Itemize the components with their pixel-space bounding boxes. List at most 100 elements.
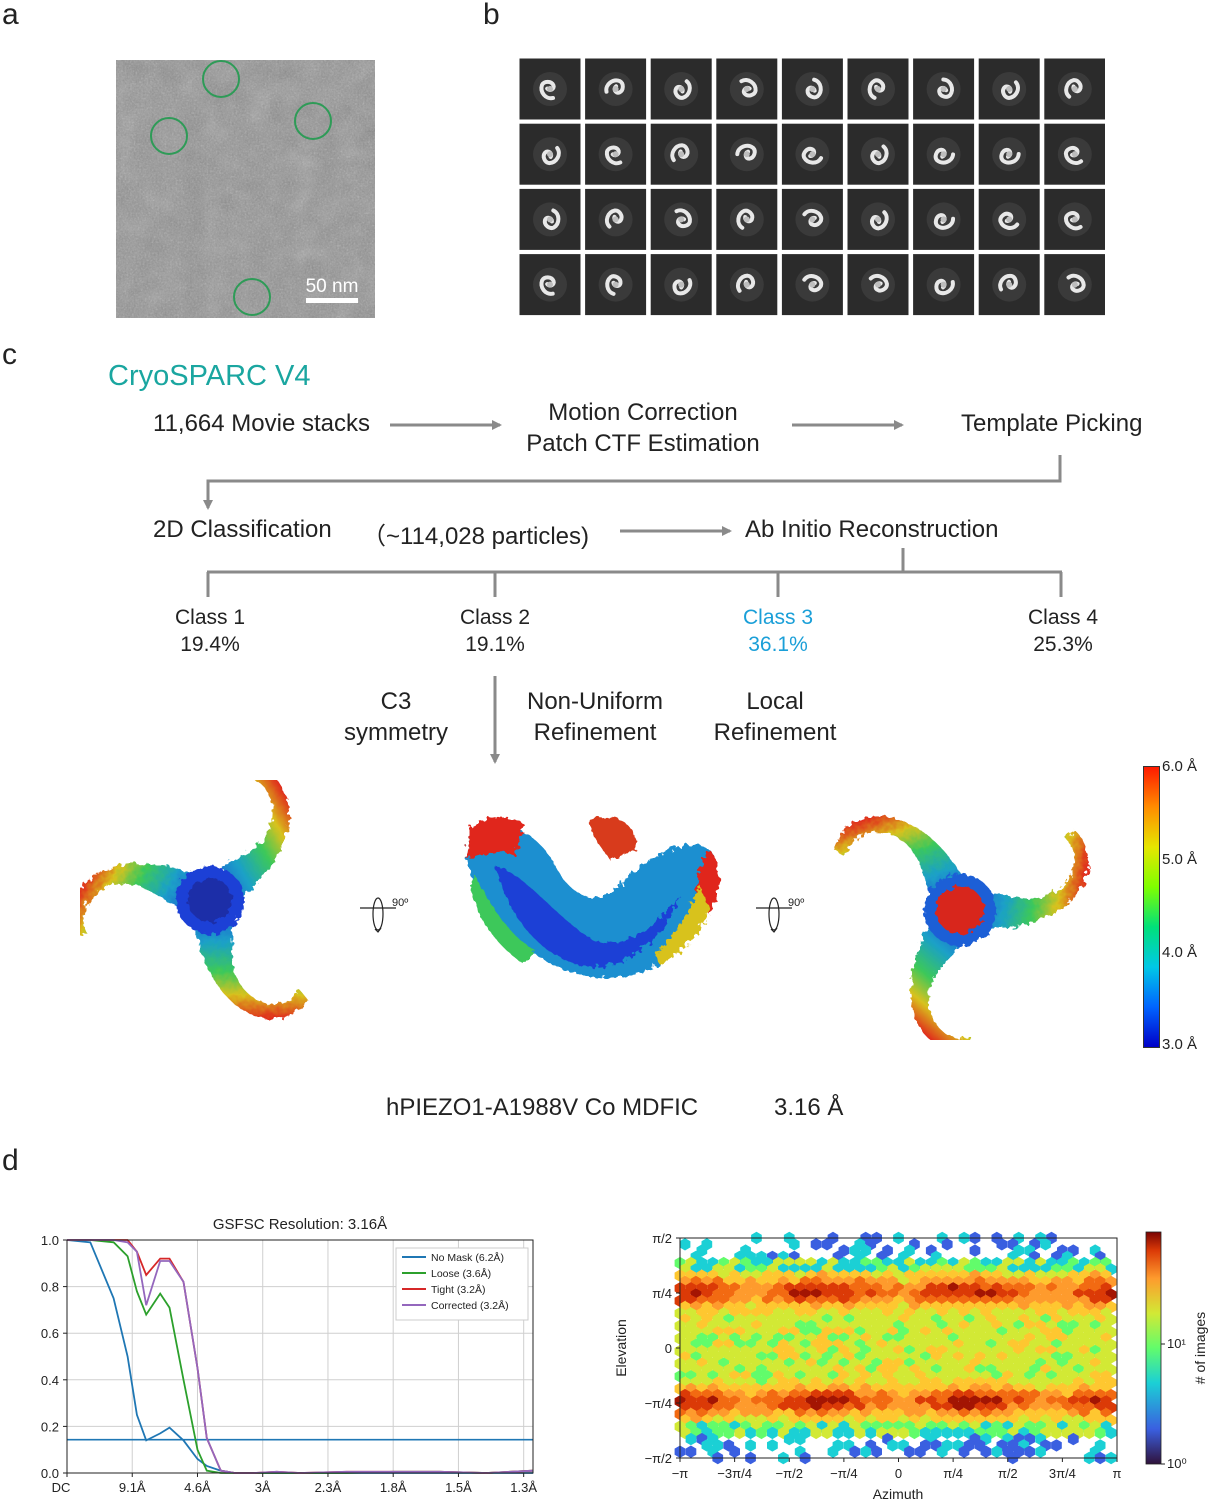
class-average	[847, 123, 909, 185]
rotation-label: 90º	[392, 897, 408, 909]
class-average	[585, 188, 647, 250]
local-refinement: Local Refinement	[700, 686, 850, 748]
class-average	[781, 58, 843, 120]
particle-circle	[294, 102, 332, 140]
class-average	[585, 123, 647, 185]
y-tick-label: 0.0	[41, 1466, 59, 1481]
x-tick-label: 2.3Å	[315, 1480, 342, 1495]
class-average-grid	[519, 58, 1106, 320]
hex-bin	[1051, 1426, 1062, 1440]
y-tick-label: −π/4	[645, 1396, 672, 1411]
c3-symmetry: C3 symmetry	[330, 686, 462, 748]
class-average	[847, 58, 909, 120]
density-map-top-view	[80, 780, 308, 1019]
hex-bin	[821, 1426, 833, 1440]
hex-bin	[936, 1445, 948, 1458]
software-title: CryoSPARC V4	[108, 360, 311, 393]
class-average	[913, 254, 975, 316]
hex-bin	[941, 1238, 953, 1251]
gsfsc-legend: No Mask (6.2Å) Loose (3.6Å) Tight (3.2Å) Co…	[395, 1247, 529, 1321]
hex-bin	[898, 1426, 909, 1440]
hex-bin	[788, 1238, 800, 1251]
y-tick-label: 0	[665, 1341, 672, 1356]
hex-bin	[729, 1445, 740, 1458]
class-average	[1044, 123, 1106, 185]
class-2-name: Class 2	[459, 606, 531, 629]
class-average	[781, 123, 843, 185]
workflow-connectors	[203, 420, 1063, 764]
ctf-estimation-label: Patch CTF Estimation	[526, 430, 760, 458]
motion-correction-label: Motion Correction	[548, 399, 738, 426]
x-tick-label: 1.3Å	[510, 1480, 537, 1495]
x-tick-label: −π/2	[776, 1466, 803, 1481]
local-refinement-label: Refinement	[713, 719, 837, 747]
class-2-percent: 19.1%	[465, 632, 525, 656]
legend-label: Corrected (3.2Å)	[431, 1299, 509, 1312]
hex-bin	[980, 1445, 992, 1458]
hex-bin	[952, 1426, 964, 1440]
y-tick-label: 0.2	[41, 1419, 59, 1434]
hex-bin	[723, 1426, 735, 1440]
hex-bin	[1040, 1238, 1051, 1251]
class-average	[585, 58, 647, 120]
legend-label: No Mask (6.2Å)	[431, 1251, 504, 1264]
legend-label: Tight (3.2Å)	[431, 1283, 485, 1296]
hex-bin	[1105, 1426, 1117, 1440]
class-average-images	[519, 58, 1106, 316]
panel-label-d: d	[2, 1144, 19, 1177]
map-resolution: 3.16 Å	[774, 1094, 844, 1121]
hex-bin	[860, 1445, 872, 1458]
hex-bin	[756, 1426, 767, 1440]
hex-bin	[904, 1445, 915, 1458]
x-tick-label: −3π/4	[717, 1466, 752, 1481]
software-name: CryoSPARC V4	[108, 360, 311, 392]
hex-bin	[1035, 1445, 1046, 1458]
density-map-bottom-view	[833, 816, 1089, 1040]
class-average	[978, 58, 1040, 120]
template-picking: Template Picking	[961, 410, 1143, 437]
hex-bin	[734, 1426, 745, 1440]
symmetry-label: symmetry	[344, 719, 448, 747]
nu-refinement-label: Refinement	[533, 719, 657, 747]
micrograph-image: 50 nm	[116, 60, 375, 318]
class-average	[716, 254, 778, 316]
y-tick-label: π/2	[652, 1231, 672, 1246]
legend-label: Loose (3.6Å)	[431, 1267, 491, 1280]
arrow-picking-to-2d	[203, 455, 1062, 510]
map-name: hPIEZO1-A1988V Co MDFIC	[386, 1094, 699, 1121]
class-average	[650, 188, 712, 250]
particle-circle	[202, 60, 240, 98]
rotation-icon: 90º	[360, 897, 408, 933]
x-tick-label: −π/4	[830, 1466, 857, 1481]
non-uniform-label: Non-Uniform	[526, 688, 664, 715]
class-average	[1044, 254, 1106, 316]
class-average	[585, 254, 647, 316]
hex-bin	[849, 1445, 861, 1458]
y-tick-label: π/4	[652, 1286, 672, 1301]
x-tick-label: −π	[672, 1466, 689, 1481]
class-average	[716, 58, 778, 120]
scale-bar	[306, 298, 358, 303]
viewing-distribution-plot: −π −3π/4 −π/2 −π/4 0 π/4 π/2 3π/4 π π/2π/40−π/4−…	[613, 1231, 1208, 1500]
class-1: Class 1 19.4%	[150, 605, 270, 659]
gsfsc-y-ticks: 0.0 0.2 0.4 0.6 0.8 1.0	[41, 1233, 67, 1481]
hex-bin	[909, 1426, 920, 1440]
class-average	[519, 254, 581, 316]
x-tick-label: π/2	[998, 1466, 1018, 1481]
class-average	[1044, 58, 1106, 120]
panel-label-c: c	[2, 338, 17, 371]
class-4: Class 4 25.3%	[1003, 605, 1123, 659]
class-average	[978, 188, 1040, 250]
gsfsc-plot: GSFSC Resolution: 3.16Å 0.0 0.2 0.4 0.6 0.8 1…	[41, 1216, 537, 1495]
class-4-percent: 25.3%	[1033, 632, 1093, 656]
movie-stacks: 11,664 Movie stacks	[153, 410, 370, 437]
2d-classification: 2D Classification	[153, 516, 332, 543]
hex-bin	[1067, 1432, 1079, 1446]
class-average	[847, 188, 909, 250]
colorbar-tick-10-0: 10⁰	[1167, 1456, 1187, 1471]
class-average	[716, 188, 778, 250]
y-tick-label: 0.6	[41, 1326, 59, 1341]
hex-bin	[679, 1238, 691, 1251]
hex-bin	[1024, 1445, 1035, 1458]
hex-bin	[941, 1426, 953, 1440]
